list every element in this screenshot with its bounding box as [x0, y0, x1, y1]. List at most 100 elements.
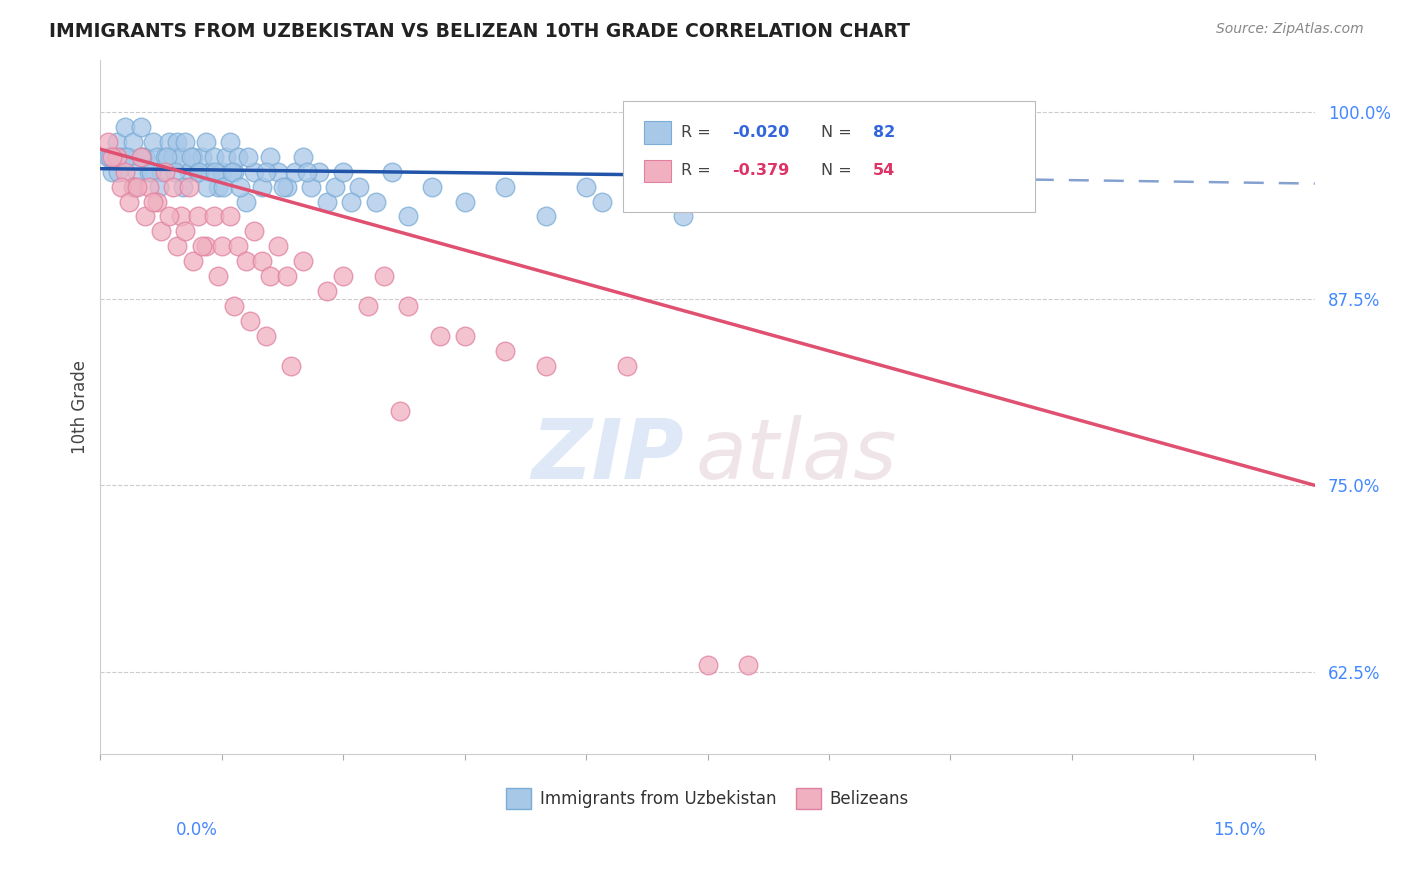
Point: [156, 150, 179, 164]
Point: [131, 150, 153, 164]
Point: [186, 164, 208, 178]
Point: [396, 299, 419, 313]
Point: [146, 194, 169, 209]
Point: [166, 135, 188, 149]
Point: [142, 135, 165, 149]
Bar: [644, 160, 671, 182]
Point: [737, 657, 759, 672]
Point: [188, 164, 211, 178]
Point: [190, 239, 212, 253]
Point: [236, 150, 259, 164]
Point: [115, 150, 138, 164]
Point: [170, 210, 193, 224]
Point: [129, 150, 152, 164]
Point: [98, 150, 121, 164]
Point: [291, 254, 314, 268]
Text: IMMIGRANTS FROM UZBEKISTAN VS BELIZEAN 10TH GRADE CORRELATION CHART: IMMIGRANTS FROM UZBEKISTAN VS BELIZEAN 1…: [49, 22, 910, 41]
Point: [157, 210, 180, 224]
Point: [97, 150, 120, 164]
Point: [364, 194, 387, 209]
Point: [150, 224, 173, 238]
Text: N =: N =: [821, 163, 856, 178]
Text: atlas: atlas: [696, 415, 897, 496]
Point: [222, 299, 245, 313]
Point: [284, 164, 307, 178]
Point: [163, 164, 186, 178]
Point: [174, 224, 197, 238]
Point: [121, 179, 143, 194]
Point: [252, 254, 274, 268]
Point: [271, 179, 294, 194]
Point: [202, 150, 225, 164]
Point: [280, 359, 302, 373]
FancyBboxPatch shape: [623, 102, 1035, 212]
Point: [252, 179, 274, 194]
Point: [454, 194, 477, 209]
Point: [207, 269, 229, 284]
Point: [295, 164, 318, 178]
Point: [239, 314, 262, 328]
Point: [146, 150, 169, 164]
Text: R =: R =: [681, 163, 716, 178]
Point: [125, 179, 148, 194]
Point: [259, 269, 281, 284]
Point: [162, 150, 184, 164]
Point: [211, 239, 233, 253]
Point: [183, 150, 205, 164]
Point: [105, 135, 128, 149]
Text: -0.020: -0.020: [733, 125, 789, 140]
Point: [219, 210, 242, 224]
Point: [228, 179, 250, 194]
Point: [267, 164, 290, 178]
Point: [259, 150, 281, 164]
Point: [235, 254, 257, 268]
Text: 82: 82: [873, 125, 896, 140]
Point: [166, 239, 188, 253]
Bar: [644, 121, 671, 144]
Point: [174, 135, 197, 149]
Point: [118, 150, 141, 164]
Point: [101, 150, 124, 164]
Point: [243, 224, 266, 238]
Point: [139, 164, 162, 178]
Point: [153, 164, 176, 178]
Text: 15.0%: 15.0%: [1213, 821, 1265, 838]
Point: [276, 269, 298, 284]
Point: [429, 329, 451, 343]
Point: [215, 150, 238, 164]
Point: [211, 164, 233, 178]
Point: [396, 210, 419, 224]
Point: [420, 179, 443, 194]
Point: [195, 179, 218, 194]
Point: [575, 179, 598, 194]
Point: [381, 164, 404, 178]
Point: [591, 194, 613, 209]
Point: [150, 164, 173, 178]
Point: [172, 179, 194, 194]
Point: [204, 164, 226, 178]
Point: [316, 194, 339, 209]
Point: [107, 164, 129, 178]
Point: [454, 329, 477, 343]
Point: [778, 179, 800, 194]
Point: [226, 150, 249, 164]
Point: [179, 164, 201, 178]
Point: [153, 150, 176, 164]
Point: [316, 284, 339, 298]
Text: ZIP: ZIP: [530, 415, 683, 496]
Point: [129, 120, 152, 134]
Point: [696, 657, 718, 672]
Point: [640, 164, 662, 178]
Point: [142, 194, 165, 209]
Point: [219, 135, 242, 149]
Point: [332, 269, 354, 284]
Point: [267, 239, 290, 253]
Point: [254, 164, 277, 178]
Point: [118, 194, 141, 209]
Point: [125, 164, 148, 178]
Point: [332, 164, 354, 178]
Point: [179, 179, 201, 194]
Point: [373, 269, 395, 284]
Point: [276, 179, 298, 194]
Point: [672, 210, 695, 224]
